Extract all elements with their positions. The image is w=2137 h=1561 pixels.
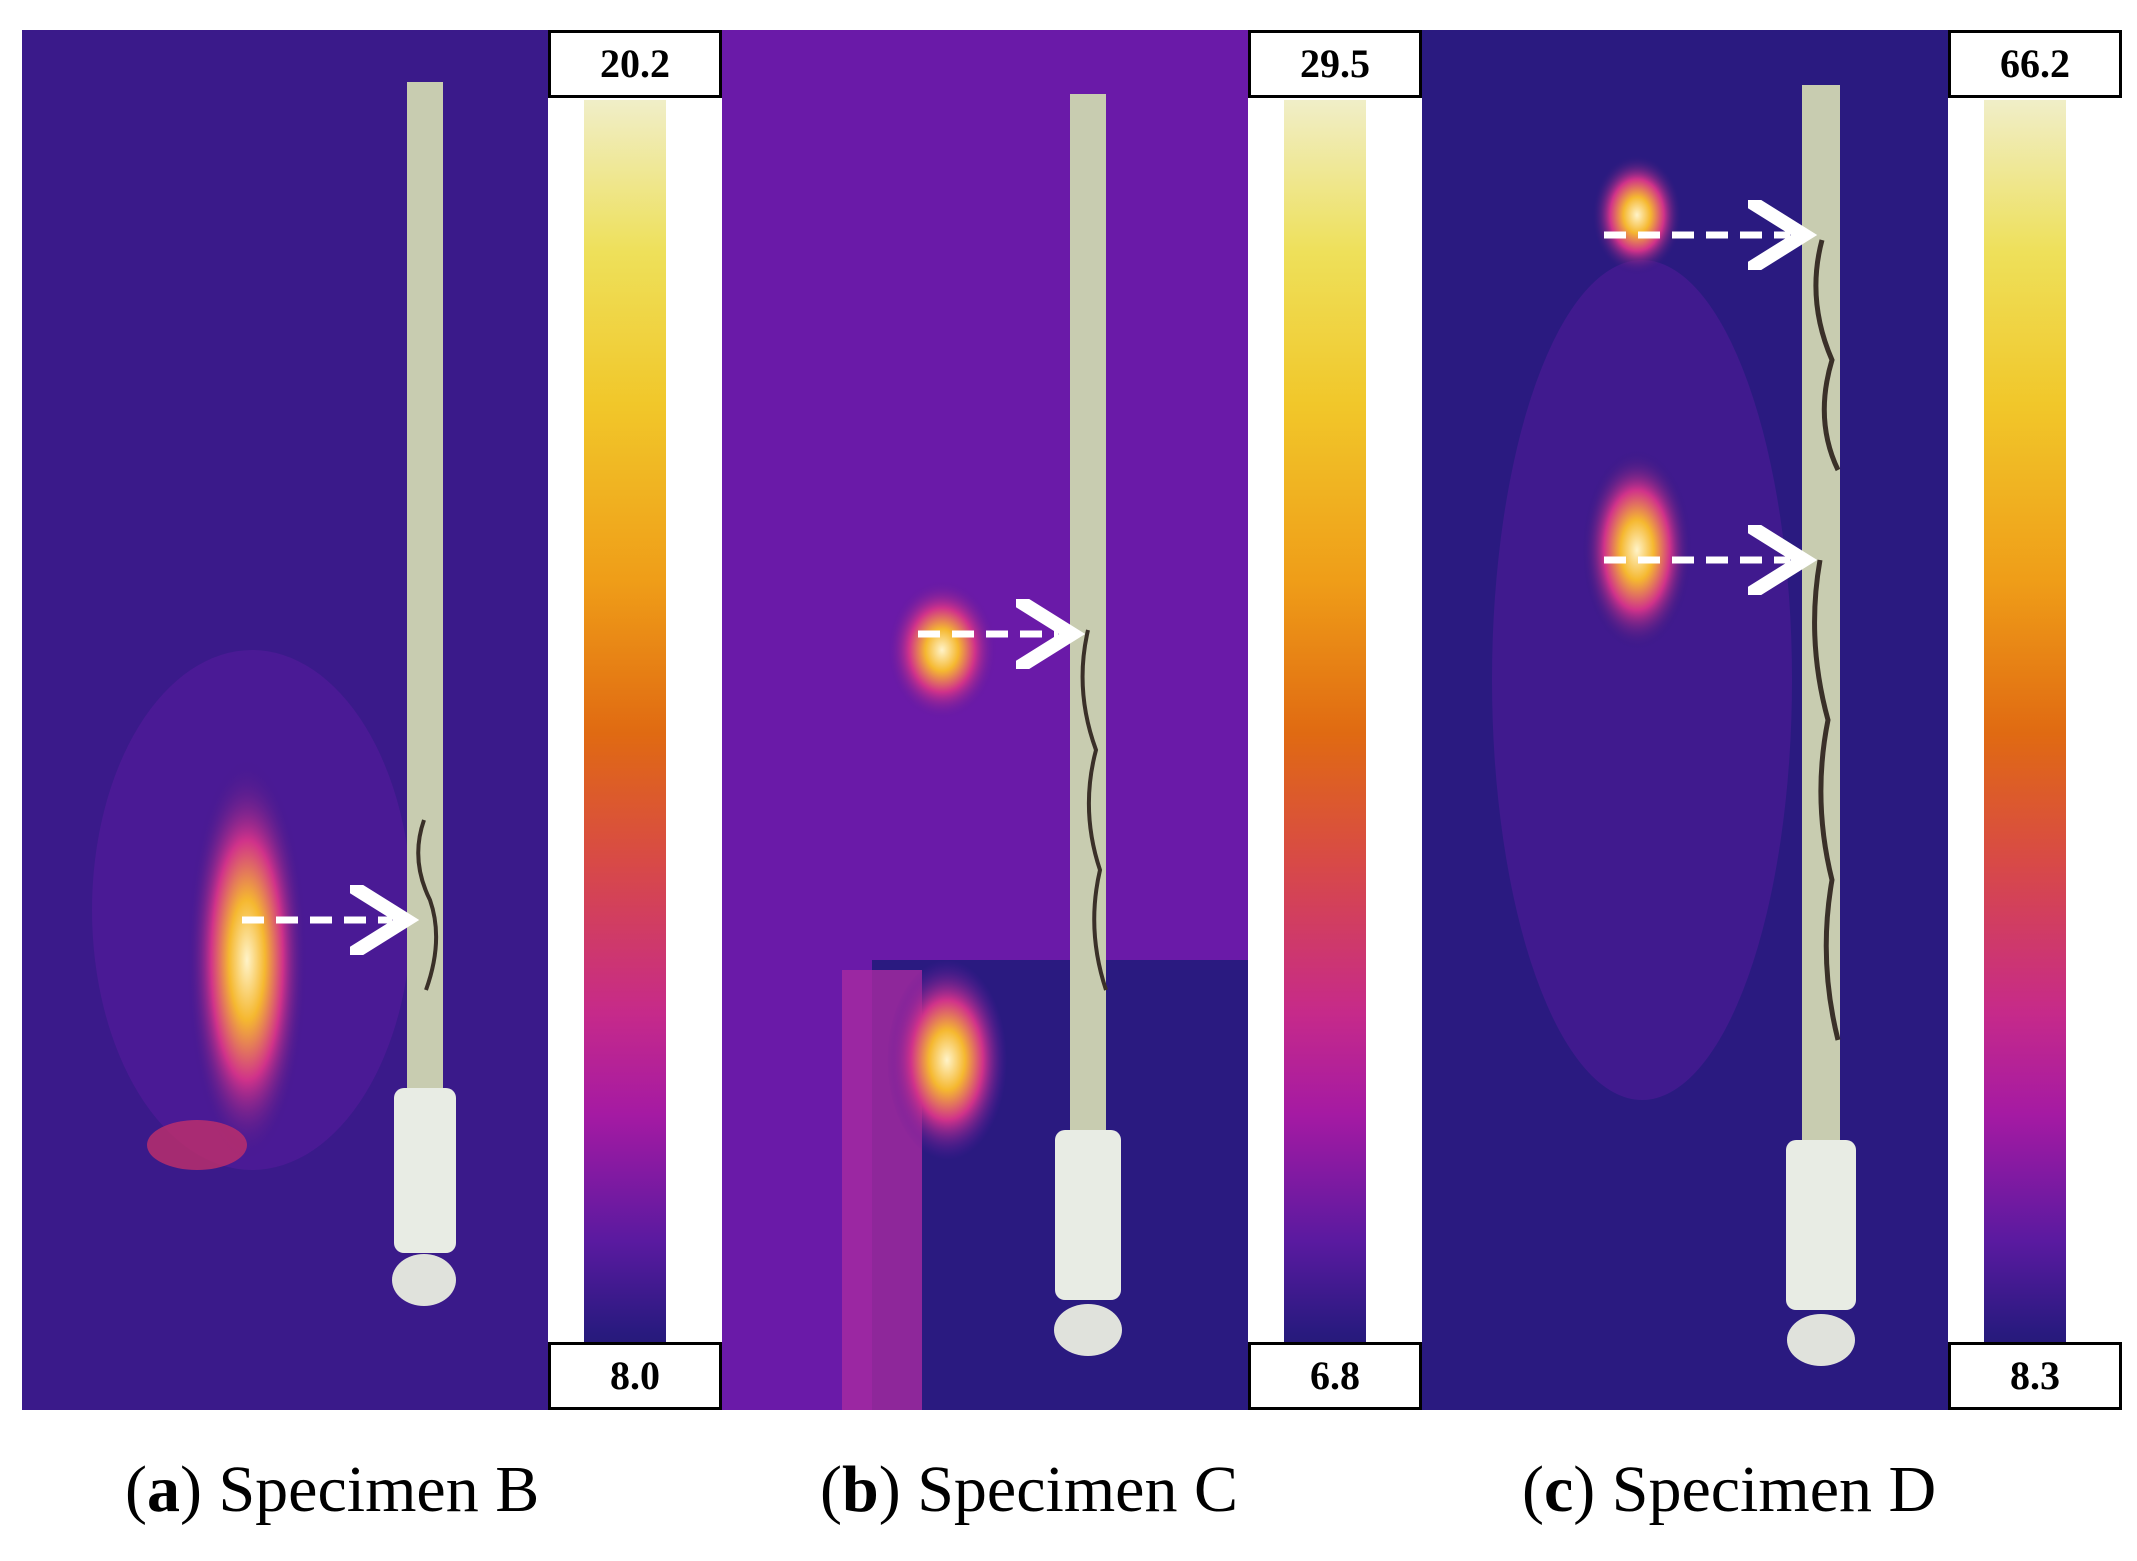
hotspot-b-lower xyxy=(887,960,1007,1160)
thermal-image-b xyxy=(722,30,1252,1410)
caption-c: (c) Specimen D xyxy=(1522,1453,1937,1526)
scale-gradient-c xyxy=(1984,100,2066,1368)
scale-gradient-b xyxy=(1284,100,1366,1368)
caption-a: (a) Specimen B xyxy=(125,1453,540,1526)
caption-b: (b) Specimen C xyxy=(820,1453,1238,1526)
caption-a-text: Specimen B xyxy=(218,1453,540,1526)
caption-c-letter: c xyxy=(1543,1453,1574,1526)
thermal-image-c xyxy=(1422,30,1952,1410)
panel-a: 20.2 8.0 xyxy=(22,30,722,1410)
scale-max-a: 20.2 xyxy=(548,30,722,98)
color-scale-a: 20.2 8.0 xyxy=(548,30,722,1410)
scale-gradient-a xyxy=(584,100,666,1368)
thermal-image-a xyxy=(22,30,552,1410)
scale-min-b: 6.8 xyxy=(1248,1342,1422,1410)
caption-b-letter: b xyxy=(841,1453,879,1526)
scale-max-c: 66.2 xyxy=(1948,30,2122,98)
caption-a-letter: a xyxy=(146,1453,180,1526)
hotspot-b-upper xyxy=(887,580,997,720)
scale-max-b: 29.5 xyxy=(1248,30,1422,98)
color-scale-c: 66.2 8.3 xyxy=(1948,30,2122,1410)
hotspot-a xyxy=(187,760,307,1160)
caption-b-text: Specimen C xyxy=(917,1453,1238,1526)
scale-min-a: 8.0 xyxy=(548,1342,722,1410)
panel-c: 66.2 8.3 xyxy=(1422,30,2122,1410)
scale-min-c: 8.3 xyxy=(1948,1342,2122,1410)
hotspot-c-lower xyxy=(1582,450,1692,650)
hotspot-c-upper xyxy=(1592,155,1682,275)
caption-c-text: Specimen D xyxy=(1611,1453,1937,1526)
color-scale-b: 29.5 6.8 xyxy=(1248,30,1422,1410)
panel-b: 29.5 6.8 xyxy=(722,30,1422,1410)
